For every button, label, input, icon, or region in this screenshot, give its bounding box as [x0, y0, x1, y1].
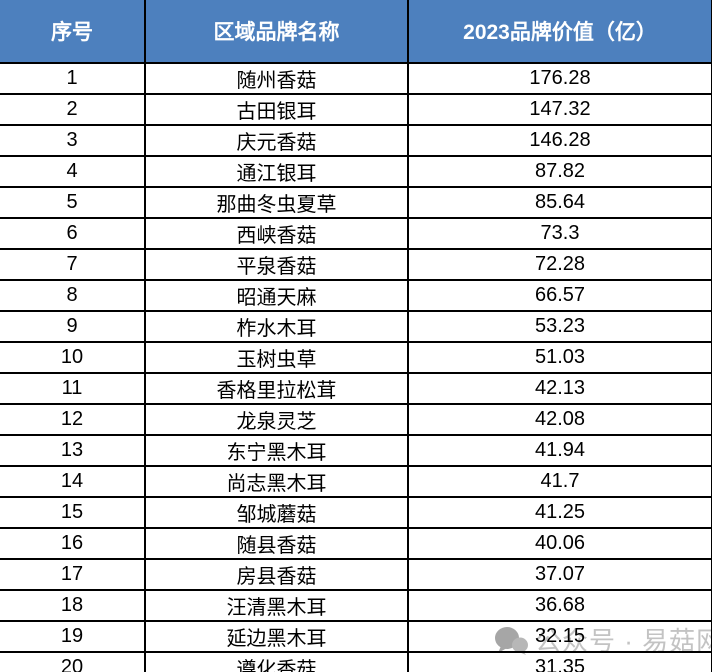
rank-cell: 17 [0, 558, 146, 591]
table-row: 9 柞水木耳 53.23 [0, 310, 712, 343]
table-row: 11 香格里拉松茸 42.13 [0, 372, 712, 405]
brand-name-cell: 昭通天麻 [144, 279, 409, 312]
rank-cell: 1 [0, 62, 146, 95]
header-cell-brand-value: 2023品牌价值（亿） [407, 0, 712, 64]
brand-name-cell: 延边黑木耳 [144, 620, 409, 653]
header-cell-brand-name: 区域品牌名称 [144, 0, 409, 64]
rank-cell: 13 [0, 434, 146, 467]
table-row: 3 庆元香菇 146.28 [0, 124, 712, 157]
rank-cell: 11 [0, 372, 146, 405]
rank-cell: 7 [0, 248, 146, 281]
brand-name-cell: 通江银耳 [144, 155, 409, 188]
rank-cell: 3 [0, 124, 146, 157]
brand-name-cell: 香格里拉松茸 [144, 372, 409, 405]
brand-value-cell: 41.7 [407, 465, 712, 498]
brand-value-cell: 42.13 [407, 372, 712, 405]
brand-value-cell: 72.28 [407, 248, 712, 281]
table-row: 8 昭通天麻 66.57 [0, 279, 712, 312]
table-row: 19 延边黑木耳 32.15 [0, 620, 712, 653]
brand-name-cell: 随州香菇 [144, 62, 409, 95]
brand-value-cell: 176.28 [407, 62, 712, 95]
rank-cell: 15 [0, 496, 146, 529]
rank-cell: 16 [0, 527, 146, 560]
table-row: 2 古田银耳 147.32 [0, 93, 712, 126]
brand-value-cell: 41.94 [407, 434, 712, 467]
brand-name-cell: 邹城蘑菇 [144, 496, 409, 529]
brand-name-cell: 龙泉灵芝 [144, 403, 409, 436]
table-row: 20 遵化香菇 31.35 [0, 651, 712, 672]
rank-cell: 2 [0, 93, 146, 126]
brand-name-cell: 那曲冬虫夏草 [144, 186, 409, 219]
rank-cell: 8 [0, 279, 146, 312]
table-row: 7 平泉香菇 72.28 [0, 248, 712, 281]
brand-value-cell: 85.64 [407, 186, 712, 219]
table-row: 15 邹城蘑菇 41.25 [0, 496, 712, 529]
table-row: 14 尚志黑木耳 41.7 [0, 465, 712, 498]
header-row: 序号 区域品牌名称 2023品牌价值（亿） [0, 0, 712, 64]
table-row: 5 那曲冬虫夏草 85.64 [0, 186, 712, 219]
brand-value-cell: 66.57 [407, 279, 712, 312]
rank-cell: 20 [0, 651, 146, 672]
brand-value-cell: 42.08 [407, 403, 712, 436]
brand-value-cell: 31.35 [407, 651, 712, 672]
rank-cell: 5 [0, 186, 146, 219]
table-row: 1 随州香菇 176.28 [0, 62, 712, 95]
rank-cell: 9 [0, 310, 146, 343]
table-row: 17 房县香菇 37.07 [0, 558, 712, 591]
brand-name-cell: 柞水木耳 [144, 310, 409, 343]
brand-value-cell: 87.82 [407, 155, 712, 188]
rank-cell: 19 [0, 620, 146, 653]
table-row: 12 龙泉灵芝 42.08 [0, 403, 712, 436]
brand-value-cell: 36.68 [407, 589, 712, 622]
rank-cell: 18 [0, 589, 146, 622]
brand-name-cell: 平泉香菇 [144, 248, 409, 281]
table-row: 18 汪清黑木耳 36.68 [0, 589, 712, 622]
brand-value-cell: 37.07 [407, 558, 712, 591]
table-row: 13 东宁黑木耳 41.94 [0, 434, 712, 467]
table-header: 序号 区域品牌名称 2023品牌价值（亿） [0, 0, 712, 64]
brand-value-cell: 41.25 [407, 496, 712, 529]
rank-cell: 6 [0, 217, 146, 250]
table-row: 16 随县香菇 40.06 [0, 527, 712, 560]
brand-value-cell: 147.32 [407, 93, 712, 126]
brand-name-cell: 尚志黑木耳 [144, 465, 409, 498]
brand-name-cell: 随县香菇 [144, 527, 409, 560]
brand-name-cell: 房县香菇 [144, 558, 409, 591]
brand-value-cell: 53.23 [407, 310, 712, 343]
brand-value-cell: 40.06 [407, 527, 712, 560]
brand-value-cell: 51.03 [407, 341, 712, 374]
header-cell-rank: 序号 [0, 0, 146, 64]
table-body: 1 随州香菇 176.28 2 古田银耳 147.32 3 庆元香菇 146.28 4 通江银耳 87… [0, 62, 712, 672]
brand-value-cell: 146.28 [407, 124, 712, 157]
rank-cell: 4 [0, 155, 146, 188]
brand-name-cell: 遵化香菇 [144, 651, 409, 672]
brand-name-cell: 古田银耳 [144, 93, 409, 126]
table-row: 10 玉树虫草 51.03 [0, 341, 712, 374]
brand-name-cell: 玉树虫草 [144, 341, 409, 374]
brand-value-cell: 32.15 [407, 620, 712, 653]
brand-name-cell: 汪清黑木耳 [144, 589, 409, 622]
rank-cell: 12 [0, 403, 146, 436]
brand-name-cell: 西峡香菇 [144, 217, 409, 250]
brand-value-cell: 73.3 [407, 217, 712, 250]
rank-cell: 10 [0, 341, 146, 374]
table-row: 6 西峡香菇 73.3 [0, 217, 712, 250]
brand-name-cell: 东宁黑木耳 [144, 434, 409, 467]
brand-name-cell: 庆元香菇 [144, 124, 409, 157]
table-row: 4 通江银耳 87.82 [0, 155, 712, 188]
rank-cell: 14 [0, 465, 146, 498]
